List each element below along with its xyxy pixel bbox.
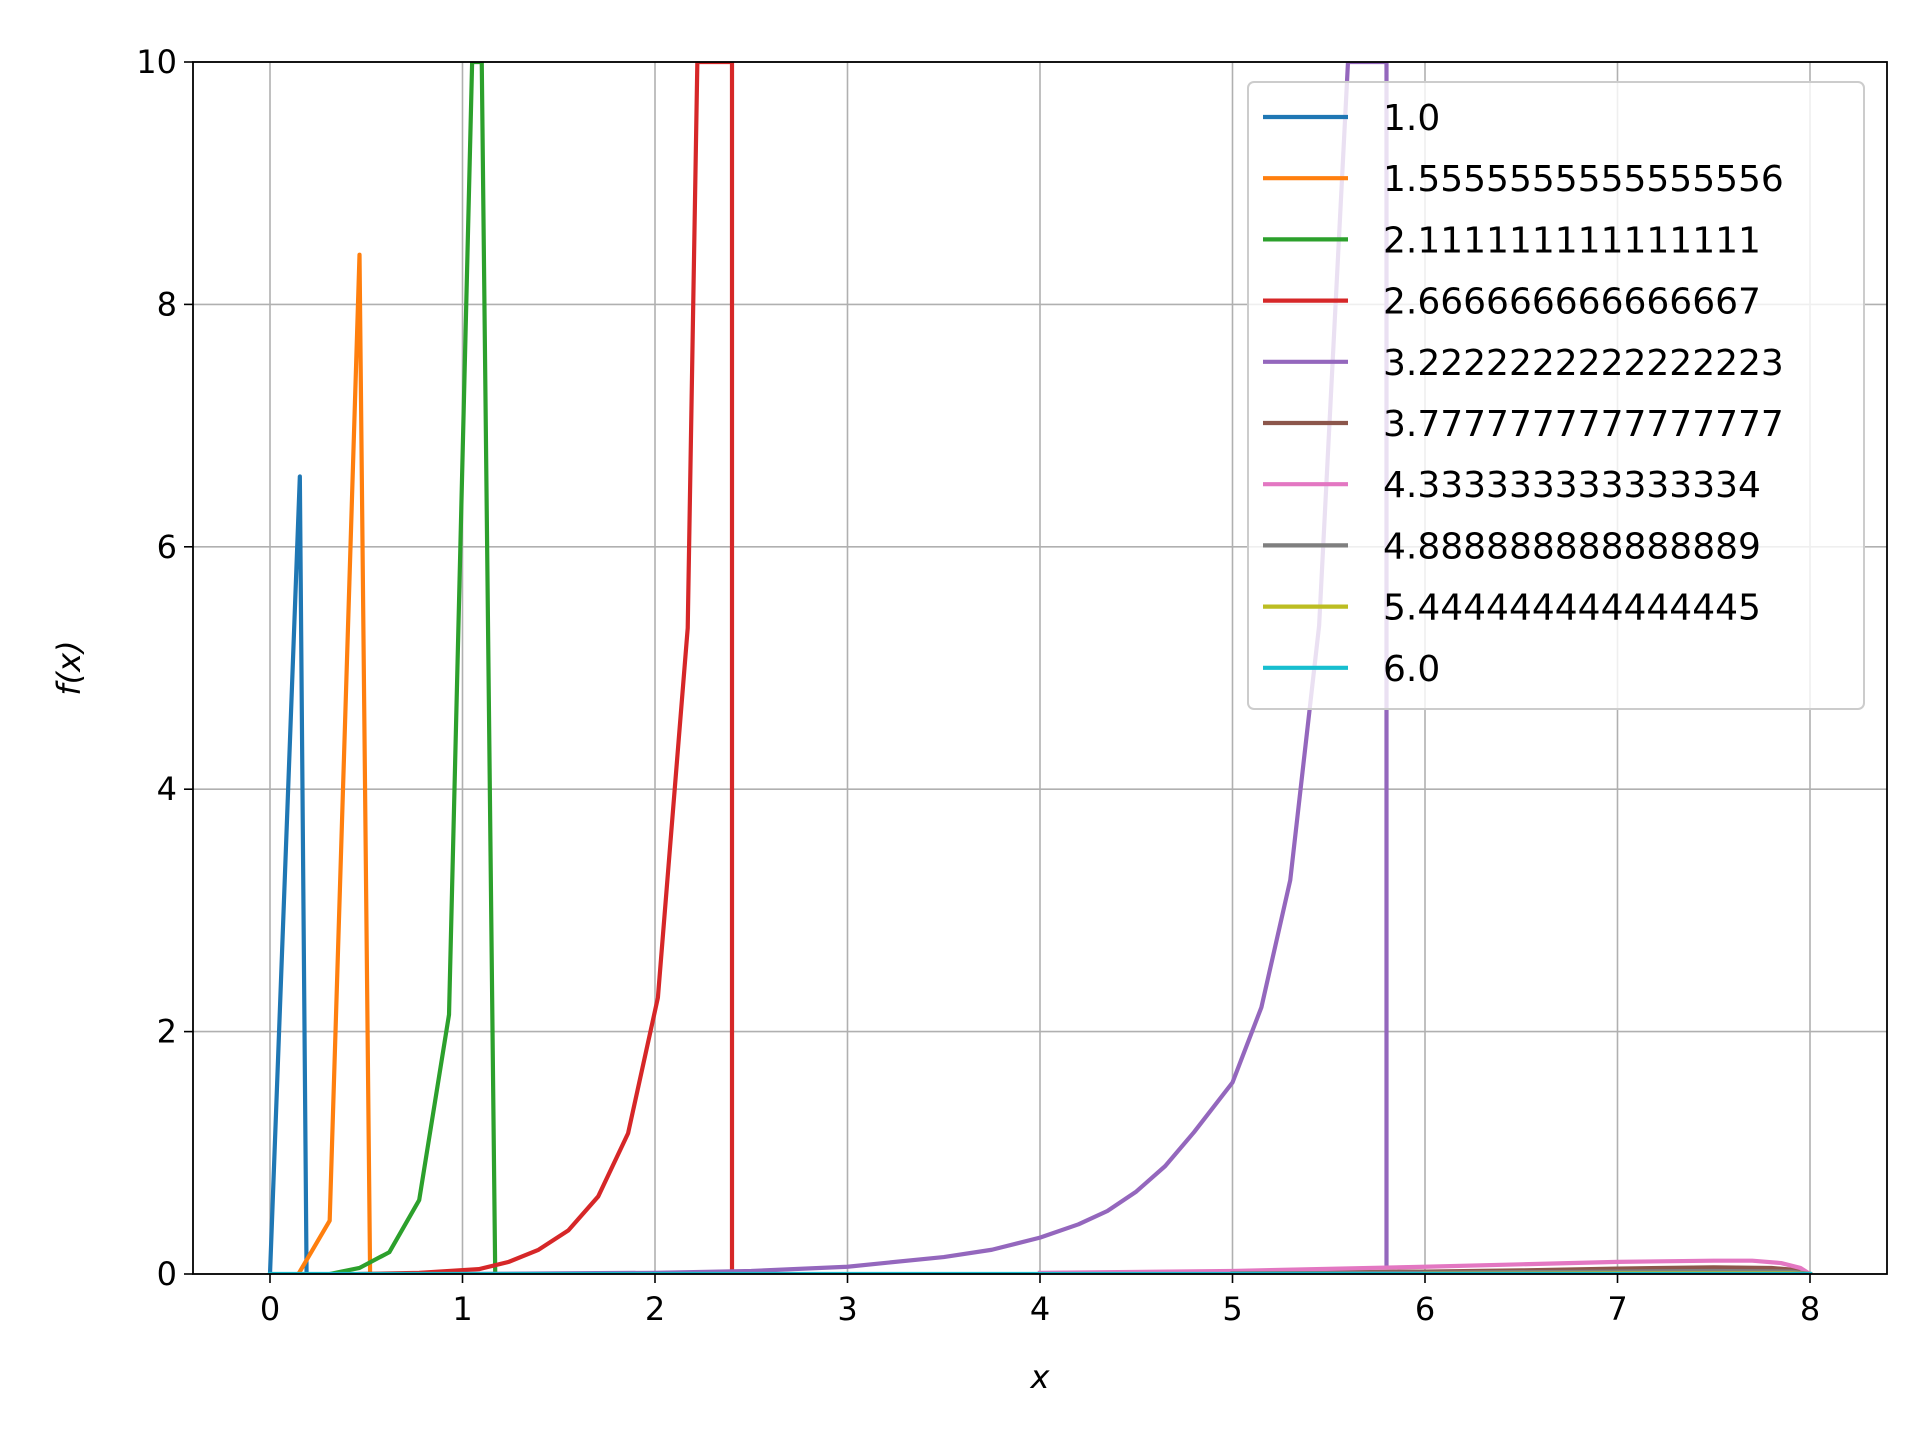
x-axis-label: x	[1030, 1358, 1051, 1396]
legend-label-5: 3.7777777777777777	[1383, 404, 1784, 445]
x-tick-label: 7	[1607, 1290, 1627, 1328]
y-tick-label: 6	[157, 528, 177, 566]
x-tick-label: 4	[1030, 1290, 1050, 1328]
legend-label-8: 5.444444444444445	[1383, 588, 1761, 629]
legend-label-4: 3.2222222222222223	[1383, 343, 1784, 384]
legend: 1.0 1.5555555555555556 2.111111111111111 2.…	[1247, 81, 1865, 710]
x-tick-label: 8	[1800, 1290, 1820, 1328]
series-line-0	[267, 474, 309, 1274]
y-tick-label: 0	[157, 1255, 177, 1293]
series-line-1	[296, 252, 373, 1274]
series-line-2	[327, 62, 498, 1274]
legend-label-0: 1.0	[1383, 98, 1440, 139]
x-tick-label: 1	[452, 1290, 472, 1328]
legend-label-2: 2.111111111111111	[1383, 220, 1761, 261]
x-axis-ticks: 0 1 2 3 4 5 6 7 8	[260, 1274, 1820, 1328]
y-tick-label: 10	[136, 43, 177, 81]
x-tick-label: 5	[1222, 1290, 1242, 1328]
y-axis-label: f(x)	[50, 640, 88, 695]
y-tick-label: 8	[157, 285, 177, 323]
legend-label-1: 1.5555555555555556	[1383, 159, 1784, 200]
x-tick-label: 3	[837, 1290, 857, 1328]
series-line-3	[357, 62, 735, 1274]
series-line-6	[1037, 1258, 1813, 1274]
legend-label-3: 2.666666666666667	[1383, 282, 1761, 323]
y-tick-label: 2	[157, 1013, 177, 1051]
x-tick-label: 2	[645, 1290, 665, 1328]
legend-label-6: 4.333333333333334	[1383, 465, 1761, 506]
y-tick-label: 4	[157, 770, 177, 808]
y-axis-ticks: 0 2 4 6 8 10	[136, 43, 193, 1293]
legend-label-9: 6.0	[1383, 649, 1440, 690]
x-tick-label: 6	[1415, 1290, 1435, 1328]
legend-label-7: 4.888888888888889	[1383, 526, 1761, 567]
x-tick-label: 0	[260, 1290, 280, 1328]
legend-entries: 1.0 1.5555555555555556 2.111111111111111 2.…	[1263, 98, 1784, 690]
legend-box	[1247, 81, 1865, 710]
